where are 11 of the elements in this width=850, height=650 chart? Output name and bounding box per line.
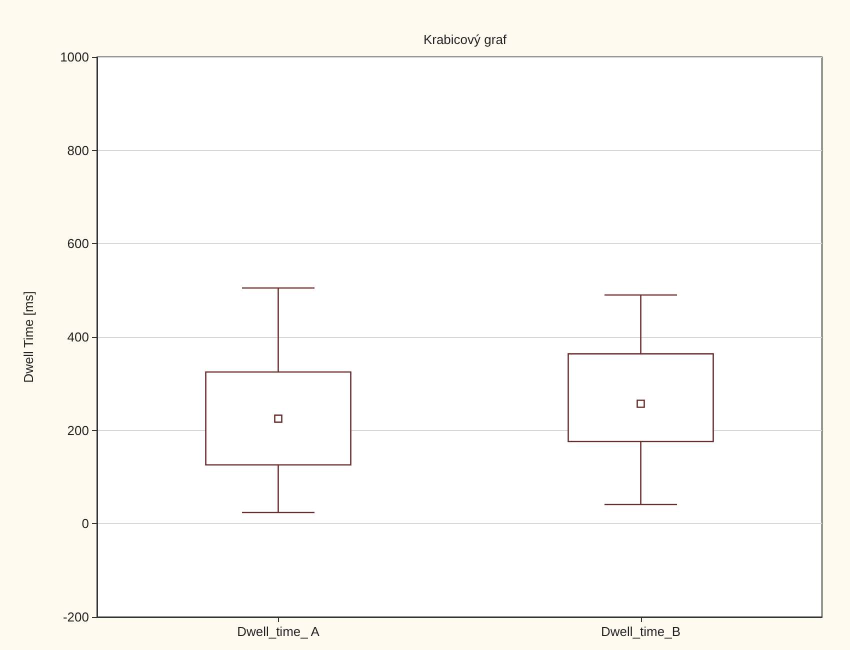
y-tick-label: 0 <box>82 516 89 532</box>
x-tick-label: Dwell_time_B <box>601 624 680 639</box>
y-tick-label: 400 <box>67 330 89 344</box>
y-axis-title: Dwell Time [ms] <box>21 291 36 383</box>
y-tick-label: 800 <box>67 142 89 158</box>
chart-title: Krabicový graf <box>423 32 507 47</box>
y-tick-label: 600 <box>67 236 89 252</box>
y-tick-label: 1000 <box>60 50 89 64</box>
y-tick-label: 200 <box>67 422 89 438</box>
x-tick-label: Dwell_time_ A <box>237 624 320 639</box>
y-tick-label: -200 <box>62 610 89 624</box>
